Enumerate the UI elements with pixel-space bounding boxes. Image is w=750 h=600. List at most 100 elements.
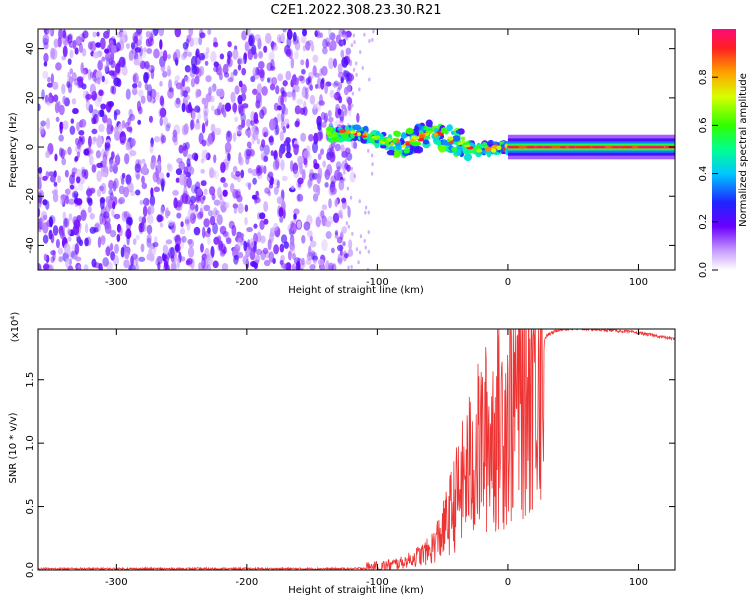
spectrogram-cell	[275, 124, 280, 135]
spectrogram-cell	[409, 138, 415, 143]
spectrogram-cell	[210, 51, 217, 63]
spectrogram-cell	[245, 156, 250, 165]
spectrogram-cell	[222, 231, 229, 238]
spectrogram-cell	[62, 45, 68, 58]
spectrogram-cell	[137, 159, 142, 169]
spectrogram-cell	[248, 146, 253, 156]
spectrogram-cell	[200, 243, 204, 253]
spectrogram-cell	[143, 47, 147, 53]
spectrogram-cell	[159, 80, 163, 87]
spectrogram-cell	[117, 123, 123, 133]
spectrogram-cell	[159, 222, 164, 228]
spectrogram-cell	[382, 137, 387, 142]
spectrogram-cell	[371, 135, 378, 139]
spectrogram-cell	[133, 58, 140, 66]
spectrogram-cell	[347, 103, 352, 112]
spectrogram-cell	[222, 63, 229, 75]
spectrogram-cell	[80, 209, 87, 222]
spectrogram-cell	[331, 263, 337, 270]
spectrogram-cell	[49, 175, 56, 183]
spectrogram-cell	[385, 140, 390, 145]
spectrogram-cell	[227, 54, 231, 66]
spectrogram-cell	[64, 169, 69, 178]
spectrogram-cell	[187, 246, 195, 258]
spectrogram-cell	[108, 70, 115, 76]
spectrogram-cell	[227, 41, 232, 48]
spectrogram-cell	[303, 150, 310, 159]
spectrogram-cell	[149, 143, 154, 154]
spectrogram-cell	[339, 132, 344, 136]
spectrogram-cell	[334, 91, 341, 101]
spectrogram-cell	[210, 246, 215, 258]
y-tick-label: 40	[25, 42, 36, 55]
spectrogram-cell	[187, 208, 194, 220]
y-tick-label: -20	[25, 188, 36, 204]
spectrogram-cell	[315, 84, 319, 90]
spectrogram-cell	[146, 214, 154, 224]
spectrogram-cell	[96, 136, 103, 148]
spectrogram-cell	[181, 53, 187, 61]
spectrogram-cell	[102, 156, 108, 168]
spectrogram-cell	[170, 221, 176, 234]
spectrogram-cell	[214, 108, 221, 116]
spectrogram-cell	[393, 150, 399, 156]
spectrogram-cell	[280, 111, 285, 122]
spectrogram-cell	[422, 139, 430, 145]
spectrogram-cell	[367, 249, 371, 254]
spectrogram-cell	[55, 238, 60, 249]
spectrogram-cell	[120, 136, 127, 142]
spectrogram-cell	[344, 125, 350, 131]
spectrogram-cell	[206, 254, 213, 266]
spectrogram-cell	[273, 244, 280, 255]
x-tick-label: -200	[236, 277, 259, 288]
spectrogram-cell	[75, 143, 82, 154]
spectrogram-cell	[393, 130, 399, 136]
spectrogram-cell	[113, 213, 121, 220]
spectrogram-cell	[386, 149, 396, 156]
spectrogram-cell	[55, 116, 60, 122]
spectrogram-cell	[40, 120, 47, 127]
spectrogram-cell	[246, 141, 252, 149]
colorbar-gradient	[712, 29, 736, 270]
spectrogram-cell	[294, 85, 300, 93]
spectrogram-cell	[113, 255, 120, 267]
spectrogram-cell	[174, 75, 180, 82]
spectrogram-cell	[190, 78, 196, 88]
spectrogram-cell	[201, 122, 206, 134]
spectrogram-cell	[99, 197, 106, 204]
spectrogram-cell	[294, 50, 299, 60]
spectrogram-cell	[129, 113, 135, 122]
spectrogram-cell	[237, 58, 242, 65]
spectrogram-cell	[253, 223, 258, 229]
spectrogram-cell	[172, 189, 179, 196]
spectrogram-cell	[213, 66, 219, 73]
spectrogram-cell	[74, 137, 79, 146]
spectrogram-cell	[102, 257, 109, 267]
spectrogram-cell	[96, 162, 103, 169]
y-tick-label: 0	[25, 144, 36, 150]
spectrogram-cell	[324, 182, 329, 188]
spectrogram-cell	[190, 55, 198, 68]
spectrogram-cell	[356, 112, 360, 123]
spectrogram-cell	[225, 237, 232, 245]
spectrogram-cell	[167, 54, 171, 60]
spectrogram-cell	[99, 215, 105, 224]
spectrogram-cell	[353, 141, 358, 149]
spectrogram-cell	[196, 89, 202, 97]
spectrogram-cell	[127, 181, 134, 193]
spectrogram-cell	[123, 259, 130, 269]
spectrogram-cell	[69, 49, 74, 59]
spectrogram-cell	[59, 230, 65, 239]
spectrogram-cell	[189, 37, 195, 48]
spectrogram-cell	[320, 148, 324, 156]
spectrogram-cell	[234, 116, 239, 123]
spectrogram-cell	[43, 41, 49, 50]
spectrogram-cell	[165, 206, 170, 219]
spectrogram-cell	[337, 81, 343, 90]
spectrogram-cell	[48, 216, 54, 228]
spectrogram-cell	[232, 165, 238, 173]
spectrogram-cell	[145, 40, 152, 47]
spectrogram-cell	[38, 103, 41, 111]
spectrogram-cell	[54, 153, 58, 162]
spectrogram-cell	[116, 223, 122, 233]
